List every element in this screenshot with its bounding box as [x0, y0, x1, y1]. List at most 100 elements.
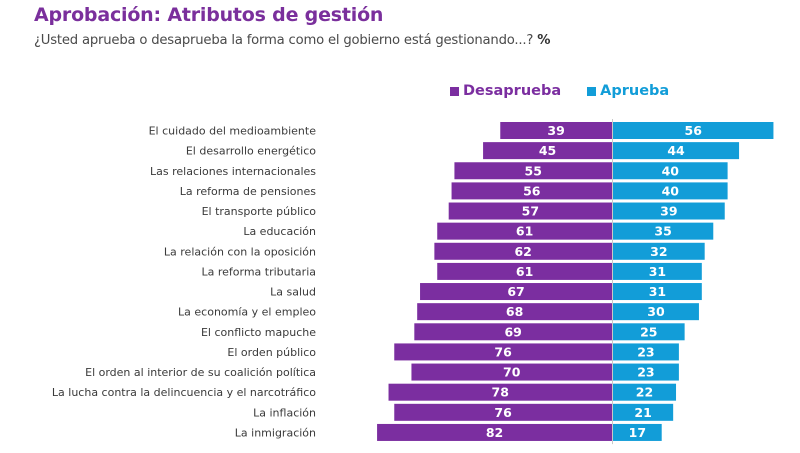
bar-desaprueba — [434, 242, 612, 260]
bar-aprueba — [613, 283, 702, 301]
legend-label-aprueba: Aprueba — [600, 83, 670, 99]
category-label: El orden al interior de su coalición pol… — [85, 366, 316, 379]
category-row: El cuidado del medioambiente 39 56 — [149, 122, 774, 139]
bar-aprueba — [613, 323, 685, 341]
category-row: La lucha contra la delincuencia y el nar… — [52, 383, 677, 401]
bar-desaprueba — [420, 283, 612, 301]
legend-item-aprueba: Aprueba — [587, 83, 669, 99]
legend-item-desaprueba: Desaprueba — [450, 83, 561, 99]
value-label-aprueba: 22 — [636, 385, 653, 400]
value-label-desaprueba: 76 — [494, 405, 512, 420]
value-label-aprueba: 44 — [667, 143, 685, 158]
value-label-aprueba: 35 — [654, 224, 671, 239]
category-label: La lucha contra la delincuencia y el nar… — [52, 386, 316, 399]
category-label: La salud — [270, 286, 316, 299]
category-label: El orden público — [227, 346, 316, 359]
value-label-desaprueba: 55 — [525, 163, 542, 178]
value-label-desaprueba: 61 — [516, 264, 533, 279]
category-label: La reforma de pensiones — [180, 185, 317, 198]
value-label-desaprueba: 67 — [507, 284, 524, 299]
value-label-desaprueba: 69 — [504, 324, 521, 339]
unit-label: % — [537, 33, 551, 48]
category-label: Las relaciones internacionales — [150, 165, 316, 178]
bar-desaprueba — [388, 383, 612, 401]
category-label: La inmigración — [235, 426, 316, 439]
category-label: El conflicto mapuche — [201, 326, 316, 339]
bar-aprueba — [613, 303, 699, 321]
category-row: El transporte público 57 39 — [202, 202, 725, 220]
category-row: La relación con la oposición 62 32 — [164, 242, 705, 260]
bar-aprueba — [613, 403, 674, 421]
bar-aprueba — [613, 363, 679, 381]
subtitle-text: ¿Usted aprueba o desaprueba la forma com… — [34, 33, 534, 48]
category-label: El cuidado del medioambiente — [149, 125, 317, 138]
bar-desaprueba — [500, 122, 612, 139]
bar-aprueba — [613, 343, 679, 361]
category-row: La salud 67 31 — [270, 283, 702, 301]
value-label-desaprueba: 56 — [523, 183, 541, 198]
value-label-desaprueba: 39 — [547, 123, 564, 138]
value-label-aprueba: 21 — [634, 405, 651, 420]
value-label-desaprueba: 68 — [506, 304, 523, 319]
value-label-aprueba: 23 — [637, 365, 654, 380]
category-row: La inmigración 82 17 — [235, 423, 662, 441]
bar-desaprueba — [483, 142, 612, 160]
category-row: El desarrollo energético 45 44 — [186, 142, 740, 160]
value-label-desaprueba: 57 — [522, 204, 539, 219]
category-row: La reforma tributaria 61 31 — [201, 262, 702, 280]
bar-aprueba — [613, 122, 774, 139]
category-row: La educación 61 35 — [243, 222, 714, 240]
category-label: La reforma tributaria — [201, 265, 316, 278]
bar-aprueba — [613, 262, 702, 280]
category-row: La reforma de pensiones 56 40 — [180, 182, 728, 200]
bar-desaprueba — [437, 222, 612, 240]
bar-aprueba — [613, 162, 728, 180]
bar-desaprueba — [414, 323, 612, 341]
bar-desaprueba — [417, 303, 612, 321]
value-label-desaprueba: 45 — [539, 143, 556, 158]
category-row: La inflación 76 21 — [253, 403, 674, 421]
category-row: El conflicto mapuche 69 25 — [201, 323, 685, 341]
value-label-aprueba: 56 — [685, 123, 703, 138]
value-label-desaprueba: 70 — [503, 365, 521, 380]
bar-desaprueba — [394, 343, 612, 361]
value-label-desaprueba: 76 — [494, 344, 512, 359]
bar-aprueba — [613, 142, 740, 160]
bar-desaprueba — [451, 182, 612, 200]
value-label-desaprueba: 82 — [486, 425, 503, 440]
category-label: La educación — [243, 225, 316, 238]
bar-aprueba — [613, 423, 662, 441]
bar-desaprueba — [448, 202, 612, 220]
value-label-aprueba: 17 — [629, 425, 646, 440]
bar-aprueba — [613, 182, 728, 200]
bar-aprueba — [613, 242, 705, 260]
legend-label-desaprueba: Desaprueba — [463, 83, 562, 99]
bar-desaprueba — [411, 363, 612, 381]
category-label: La economía y el empleo — [178, 306, 316, 319]
category-row: El orden al interior de su coalición pol… — [85, 363, 679, 381]
bar-desaprueba — [394, 403, 612, 421]
chart-title: Aprobación: Atributos de gestión — [34, 4, 384, 26]
value-label-aprueba: 31 — [649, 264, 666, 279]
value-label-desaprueba: 62 — [514, 244, 531, 259]
value-label-desaprueba: 61 — [516, 224, 533, 239]
value-label-aprueba: 25 — [640, 324, 657, 339]
category-label: El transporte público — [202, 205, 317, 218]
bar-aprueba — [613, 383, 677, 401]
legend-swatch-aprueba — [587, 86, 597, 96]
legend: Desaprueba Aprueba — [450, 83, 669, 99]
legend-swatch-desaprueba — [450, 86, 459, 96]
chart-subtitle: ¿Usted aprueba o desaprueba la forma com… — [34, 33, 550, 48]
bar-desaprueba — [377, 423, 612, 441]
category-row: El orden público 76 23 — [227, 343, 679, 361]
category-row: Las relaciones internacionales 55 40 — [150, 162, 728, 180]
value-label-desaprueba: 78 — [492, 385, 509, 400]
value-label-aprueba: 30 — [647, 304, 665, 319]
category-label: El desarrollo energético — [186, 145, 316, 158]
value-label-aprueba: 32 — [650, 244, 667, 259]
category-row: La economía y el empleo 68 30 — [178, 303, 699, 321]
value-label-aprueba: 23 — [637, 344, 654, 359]
value-label-aprueba: 40 — [662, 163, 680, 178]
bar-aprueba — [613, 202, 725, 220]
